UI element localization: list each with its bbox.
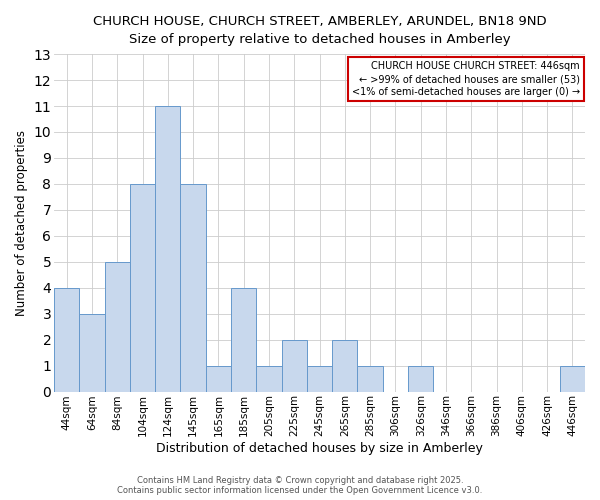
- Bar: [307, 366, 332, 392]
- Bar: [560, 366, 585, 392]
- Bar: [155, 106, 181, 392]
- Y-axis label: Number of detached properties: Number of detached properties: [15, 130, 28, 316]
- Text: Contains HM Land Registry data © Crown copyright and database right 2025.
Contai: Contains HM Land Registry data © Crown c…: [118, 476, 482, 495]
- Title: CHURCH HOUSE, CHURCH STREET, AMBERLEY, ARUNDEL, BN18 9ND
Size of property relati: CHURCH HOUSE, CHURCH STREET, AMBERLEY, A…: [93, 15, 547, 46]
- Bar: [358, 366, 383, 392]
- Bar: [206, 366, 231, 392]
- Bar: [281, 340, 307, 392]
- Bar: [79, 314, 104, 392]
- Bar: [181, 184, 206, 392]
- X-axis label: Distribution of detached houses by size in Amberley: Distribution of detached houses by size …: [156, 442, 483, 455]
- Text: CHURCH HOUSE CHURCH STREET: 446sqm
← >99% of detached houses are smaller (53)
<1: CHURCH HOUSE CHURCH STREET: 446sqm ← >99…: [352, 61, 580, 98]
- Bar: [256, 366, 281, 392]
- Bar: [54, 288, 79, 392]
- Bar: [104, 262, 130, 392]
- Bar: [231, 288, 256, 392]
- Bar: [408, 366, 433, 392]
- Bar: [332, 340, 358, 392]
- Bar: [130, 184, 155, 392]
